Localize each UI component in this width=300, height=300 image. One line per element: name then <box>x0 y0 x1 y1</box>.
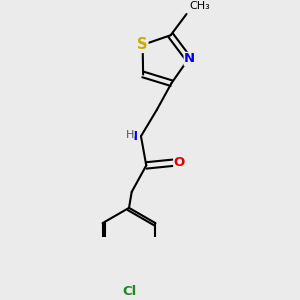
Text: N: N <box>127 130 138 143</box>
Text: Cl: Cl <box>122 285 136 298</box>
Text: N: N <box>184 52 195 65</box>
Text: H: H <box>126 130 134 140</box>
Text: S: S <box>137 38 148 52</box>
Text: CH₃: CH₃ <box>189 2 210 11</box>
Text: O: O <box>174 156 185 169</box>
